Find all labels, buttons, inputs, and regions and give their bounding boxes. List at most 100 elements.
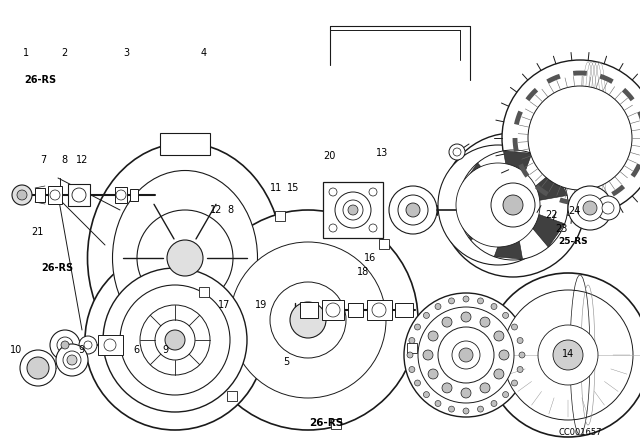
Bar [68, 184, 90, 206]
Circle shape [435, 303, 441, 310]
Circle shape [503, 195, 523, 215]
Bar [348, 303, 363, 317]
Circle shape [428, 331, 438, 341]
Circle shape [104, 339, 116, 351]
Circle shape [463, 296, 469, 302]
Circle shape [442, 317, 452, 327]
Ellipse shape [113, 171, 257, 345]
Circle shape [329, 188, 337, 196]
Circle shape [517, 366, 523, 372]
Circle shape [423, 350, 433, 360]
Circle shape [602, 202, 614, 214]
Text: 12: 12 [210, 205, 223, 215]
Circle shape [503, 290, 633, 420]
Polygon shape [513, 170, 567, 205]
Bar [300, 302, 318, 318]
Circle shape [56, 344, 88, 376]
Text: 13: 13 [376, 148, 388, 158]
Circle shape [404, 293, 528, 417]
Text: 26-RS: 26-RS [309, 418, 344, 428]
Bar [331, 419, 341, 429]
Circle shape [583, 201, 597, 215]
Circle shape [50, 190, 60, 200]
Circle shape [389, 186, 437, 234]
Circle shape [456, 163, 540, 247]
Circle shape [459, 348, 473, 362]
Text: 3: 3 [124, 48, 130, 58]
Text: CC001657: CC001657 [558, 427, 602, 436]
Circle shape [230, 242, 386, 398]
Circle shape [103, 268, 247, 412]
Text: 10: 10 [10, 345, 22, 355]
Circle shape [57, 337, 73, 353]
Text: 15: 15 [287, 183, 300, 193]
Circle shape [84, 341, 92, 349]
Circle shape [17, 190, 27, 200]
Bar [130, 189, 138, 201]
Text: 17: 17 [218, 300, 230, 310]
Circle shape [406, 203, 420, 217]
Circle shape [491, 303, 497, 310]
Circle shape [502, 312, 509, 319]
Polygon shape [461, 163, 513, 205]
Circle shape [50, 330, 80, 360]
Bar [407, 343, 417, 353]
Circle shape [369, 188, 377, 196]
Circle shape [480, 317, 490, 327]
Text: 26-RS: 26-RS [42, 263, 74, 273]
Ellipse shape [88, 143, 282, 373]
Circle shape [435, 401, 441, 406]
Circle shape [502, 60, 640, 216]
Circle shape [424, 312, 429, 319]
Circle shape [499, 350, 509, 360]
Circle shape [449, 144, 465, 160]
Circle shape [486, 273, 640, 437]
Bar [323, 182, 383, 238]
Text: 14: 14 [562, 349, 575, 359]
Circle shape [372, 303, 386, 317]
Circle shape [120, 285, 230, 395]
Text: 16: 16 [364, 253, 376, 263]
Circle shape [463, 408, 469, 414]
Text: 24: 24 [568, 207, 581, 216]
Circle shape [20, 350, 56, 386]
Circle shape [329, 224, 337, 232]
Bar [48, 186, 62, 204]
Circle shape [79, 336, 97, 354]
Circle shape [67, 355, 77, 365]
Bar [198, 287, 209, 297]
Bar [160, 133, 210, 155]
Polygon shape [459, 205, 513, 241]
Circle shape [155, 320, 195, 360]
Circle shape [409, 337, 415, 344]
Text: 9: 9 [79, 345, 85, 355]
Circle shape [461, 388, 471, 398]
Circle shape [577, 195, 603, 221]
Bar [35, 188, 45, 202]
Circle shape [343, 200, 363, 220]
Text: 1: 1 [22, 48, 29, 58]
Circle shape [140, 305, 210, 375]
Text: 12: 12 [76, 155, 88, 165]
Circle shape [398, 195, 428, 225]
Text: 7: 7 [40, 155, 47, 165]
Circle shape [438, 327, 494, 383]
Circle shape [116, 190, 126, 200]
Text: 2: 2 [61, 48, 67, 58]
Bar [275, 211, 285, 221]
Circle shape [415, 324, 420, 330]
Circle shape [438, 145, 558, 265]
Bar [367, 300, 392, 320]
Circle shape [348, 205, 358, 215]
Text: 26-RS: 26-RS [24, 75, 56, 85]
Circle shape [480, 383, 490, 393]
Text: 8: 8 [227, 205, 234, 215]
Polygon shape [504, 151, 532, 205]
Circle shape [198, 210, 418, 430]
Circle shape [418, 307, 514, 403]
Text: 11: 11 [270, 183, 283, 193]
Text: 25-RS: 25-RS [558, 237, 588, 246]
Circle shape [165, 330, 185, 350]
Circle shape [85, 250, 265, 430]
Circle shape [270, 282, 346, 358]
